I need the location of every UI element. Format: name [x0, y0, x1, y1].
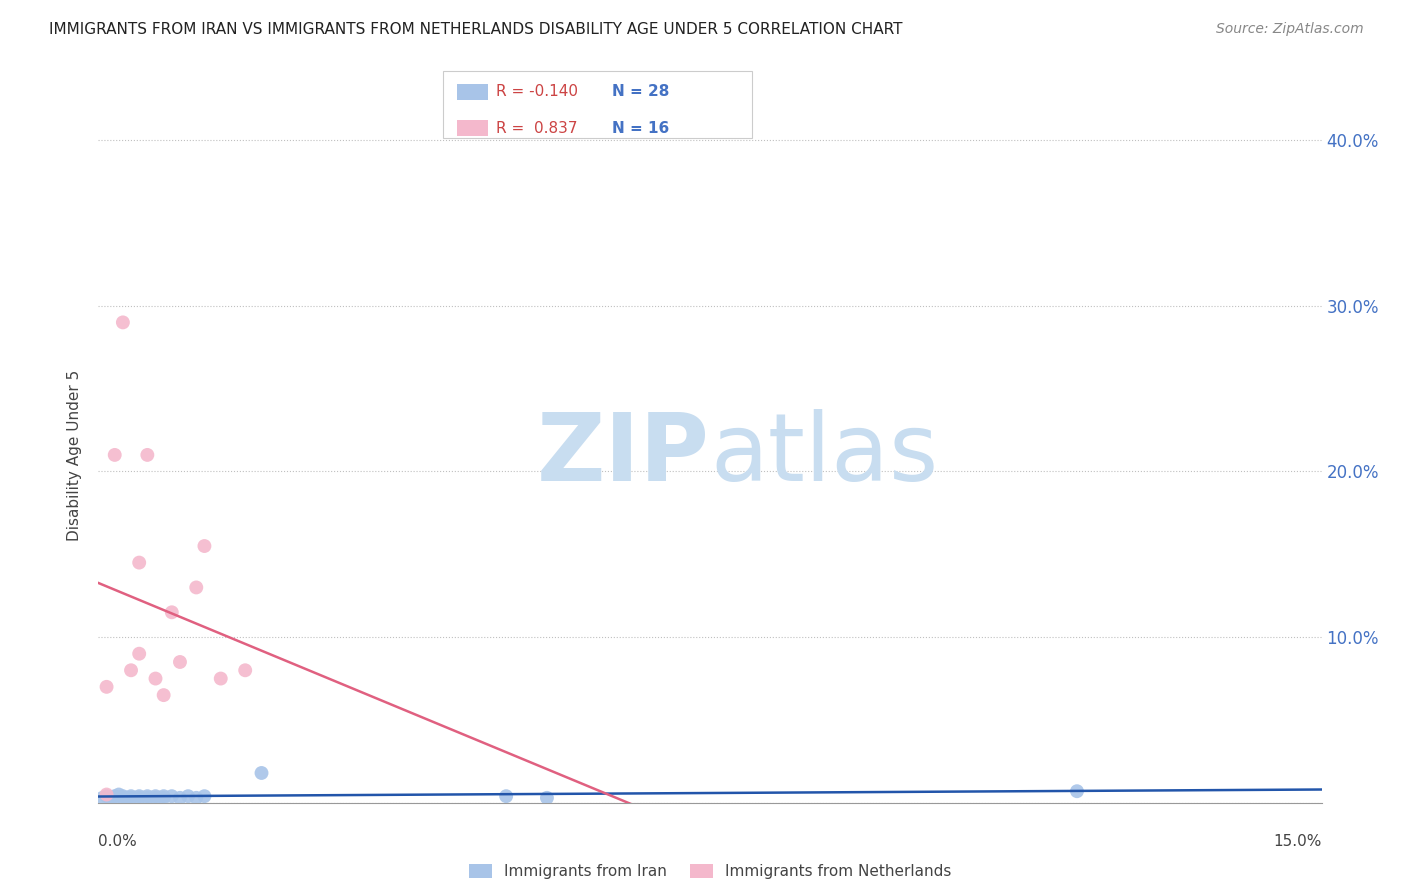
- Point: [160, 789, 183, 804]
- Point: [96, 680, 118, 694]
- Point: [1066, 784, 1088, 798]
- Text: 0.0%: 0.0%: [98, 834, 138, 849]
- Point: [96, 788, 118, 802]
- Point: [104, 790, 127, 805]
- Point: [160, 605, 183, 619]
- Text: R =  0.837: R = 0.837: [496, 121, 578, 136]
- Text: R = -0.140: R = -0.140: [496, 85, 578, 99]
- Point: [145, 789, 167, 804]
- Point: [209, 672, 232, 686]
- Point: [193, 539, 215, 553]
- Text: 15.0%: 15.0%: [1274, 834, 1322, 849]
- Point: [128, 790, 150, 805]
- Text: ZIP: ZIP: [537, 409, 710, 501]
- Point: [111, 315, 134, 329]
- Point: [193, 789, 215, 804]
- Point: [152, 688, 174, 702]
- Point: [104, 448, 127, 462]
- Y-axis label: Disability Age Under 5: Disability Age Under 5: [67, 369, 83, 541]
- Point: [136, 790, 159, 805]
- Point: [250, 766, 273, 780]
- Text: N = 28: N = 28: [612, 85, 669, 99]
- Point: [128, 556, 150, 570]
- Text: IMMIGRANTS FROM IRAN VS IMMIGRANTS FROM NETHERLANDS DISABILITY AGE UNDER 5 CORRE: IMMIGRANTS FROM IRAN VS IMMIGRANTS FROM …: [49, 22, 903, 37]
- Point: [495, 789, 517, 804]
- Point: [120, 663, 142, 677]
- Point: [136, 448, 159, 462]
- Text: N = 16: N = 16: [612, 121, 669, 136]
- Point: [233, 663, 256, 677]
- Point: [186, 790, 208, 805]
- Point: [152, 790, 174, 805]
- Text: Source: ZipAtlas.com: Source: ZipAtlas.com: [1216, 22, 1364, 37]
- Point: [111, 789, 134, 804]
- Point: [145, 672, 167, 686]
- Point: [100, 790, 122, 805]
- Point: [120, 790, 142, 805]
- Point: [136, 789, 159, 804]
- Point: [169, 790, 191, 805]
- Point: [177, 789, 200, 804]
- Point: [104, 789, 127, 804]
- Point: [169, 655, 191, 669]
- Text: atlas: atlas: [710, 409, 938, 501]
- Point: [120, 789, 142, 804]
- Point: [145, 790, 167, 805]
- Point: [128, 789, 150, 804]
- Point: [96, 789, 118, 804]
- Point: [152, 789, 174, 804]
- Point: [111, 790, 134, 805]
- Point: [128, 647, 150, 661]
- Point: [186, 581, 208, 595]
- Point: [108, 788, 131, 802]
- Point: [536, 790, 558, 805]
- Point: [115, 790, 138, 805]
- Point: [91, 790, 114, 805]
- Legend: Immigrants from Iran, Immigrants from Netherlands: Immigrants from Iran, Immigrants from Ne…: [463, 858, 957, 886]
